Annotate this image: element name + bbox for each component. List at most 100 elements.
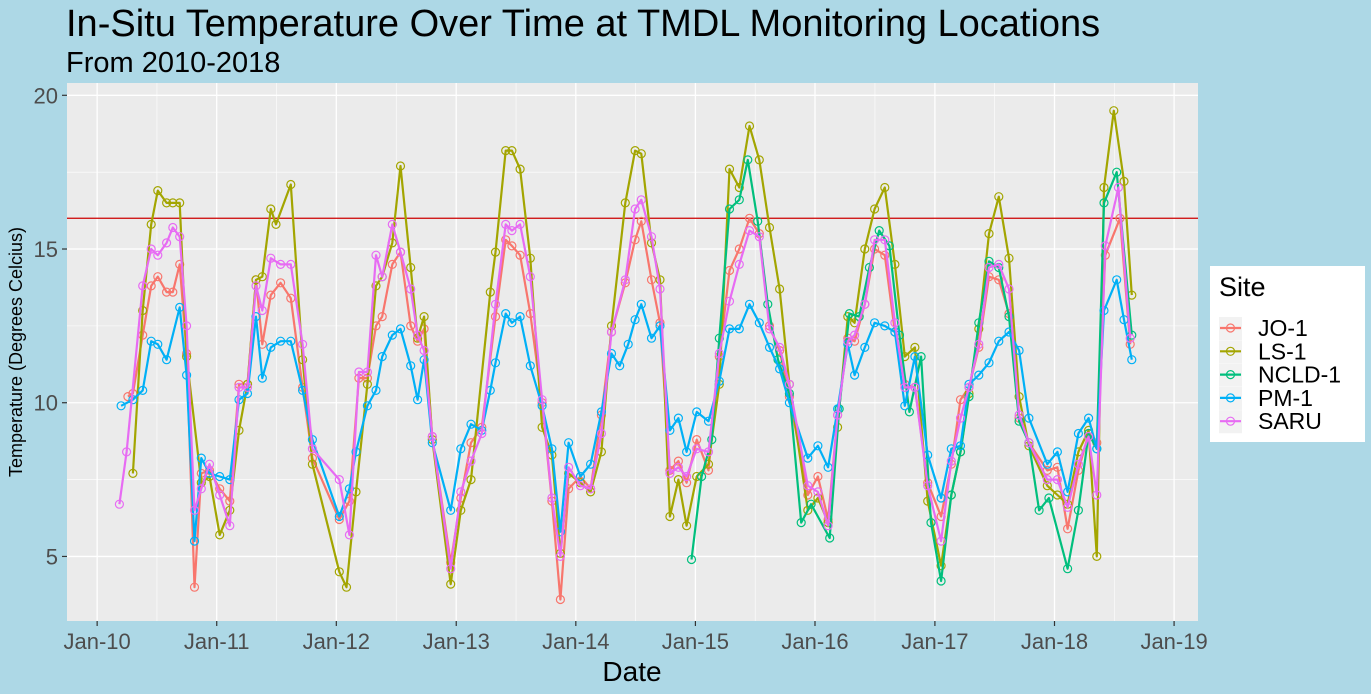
data-point xyxy=(266,253,276,263)
y-tick-label: 20 xyxy=(34,83,58,108)
data-point xyxy=(406,284,416,294)
data-point xyxy=(371,250,381,260)
data-point xyxy=(636,149,646,159)
data-point xyxy=(298,339,308,349)
data-point xyxy=(406,321,416,331)
data-point xyxy=(162,198,172,208)
x-tick-label: Jan-14 xyxy=(542,629,609,654)
data-point xyxy=(395,324,406,334)
data-point xyxy=(936,576,946,586)
data-point xyxy=(744,121,755,131)
data-point xyxy=(501,309,511,319)
data-point xyxy=(630,204,640,214)
data-point xyxy=(257,305,267,316)
data-point xyxy=(596,407,607,417)
data-point xyxy=(734,182,744,193)
data-point xyxy=(446,579,456,589)
data-point xyxy=(387,219,397,229)
data-point xyxy=(1004,312,1014,322)
data-point xyxy=(251,281,261,291)
data-point xyxy=(334,511,344,522)
data-point xyxy=(276,278,286,288)
data-point xyxy=(606,327,617,337)
data-point xyxy=(955,413,966,423)
data-point xyxy=(168,287,178,297)
data-point xyxy=(377,312,387,322)
data-point xyxy=(936,561,946,571)
data-point xyxy=(673,456,684,466)
data-point xyxy=(1044,493,1054,503)
data-point xyxy=(515,312,525,322)
data-point xyxy=(849,370,860,380)
data-point xyxy=(242,388,253,399)
data-point xyxy=(215,490,225,500)
data-point xyxy=(869,318,880,328)
data-point xyxy=(974,318,984,328)
data-point xyxy=(175,302,185,312)
data-point xyxy=(796,517,806,528)
data-point xyxy=(334,567,344,577)
data-point xyxy=(547,493,557,503)
data-point xyxy=(764,324,775,334)
data-point xyxy=(182,352,192,362)
data-point xyxy=(175,259,185,269)
data-point xyxy=(490,358,501,368)
data-point xyxy=(1073,459,1084,469)
data-point xyxy=(1052,475,1063,485)
chart-subtitle: From 2010-2018 xyxy=(66,47,280,79)
data-point xyxy=(994,259,1004,269)
data-point xyxy=(162,355,172,365)
data-point xyxy=(266,342,276,352)
data-point xyxy=(994,192,1004,202)
data-point xyxy=(904,407,915,417)
data-point xyxy=(138,385,148,395)
data-point xyxy=(994,275,1004,285)
legend-item-saru: SARU xyxy=(1219,408,1322,434)
x-tick-label: Jan-17 xyxy=(901,629,968,654)
data-point xyxy=(1099,182,1109,193)
data-point xyxy=(900,401,910,411)
data-point xyxy=(271,219,281,229)
data-point xyxy=(182,370,192,380)
data-point xyxy=(563,438,574,448)
data-point xyxy=(446,564,456,574)
data-point xyxy=(686,554,697,565)
data-point xyxy=(714,348,724,359)
legend-key-point xyxy=(1225,393,1236,403)
data-point xyxy=(860,244,870,254)
data-point xyxy=(832,410,843,420)
data-point xyxy=(377,272,387,282)
y-tick-label: 15 xyxy=(34,237,58,262)
data-point xyxy=(162,238,172,248)
data-point xyxy=(703,447,714,457)
data-point xyxy=(813,441,823,451)
data-point xyxy=(507,226,517,236)
data-point xyxy=(286,259,296,269)
data-point xyxy=(196,453,206,463)
data-point xyxy=(344,530,354,540)
data-point xyxy=(636,216,646,226)
x-tick-label: Jan-16 xyxy=(781,629,848,654)
data-point xyxy=(946,444,956,454)
data-point xyxy=(215,471,225,482)
y-tick-label: 5 xyxy=(46,544,58,569)
data-point xyxy=(377,352,387,362)
data-point xyxy=(1042,459,1052,469)
legend-label: LS-1 xyxy=(1258,338,1307,364)
data-point xyxy=(744,213,755,223)
data-point xyxy=(1024,438,1034,448)
data-point xyxy=(128,468,138,478)
legend-key-point xyxy=(1225,416,1236,426)
data-point xyxy=(507,318,517,328)
data-point xyxy=(636,195,646,205)
data-point xyxy=(371,385,381,395)
data-point xyxy=(507,241,517,251)
data-point xyxy=(734,259,744,269)
data-point xyxy=(175,198,185,208)
data-point xyxy=(724,296,735,306)
data-point xyxy=(974,370,984,380)
data-point xyxy=(537,395,547,405)
data-point xyxy=(900,382,910,392)
data-point xyxy=(1062,524,1073,534)
